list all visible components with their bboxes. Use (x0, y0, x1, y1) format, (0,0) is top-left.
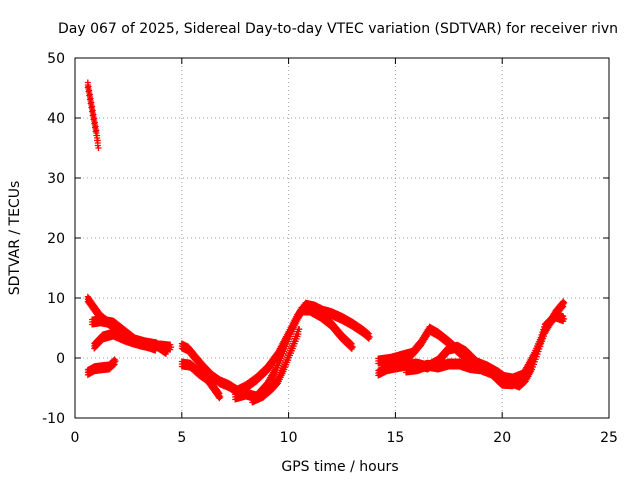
y-tick-label: -10 (42, 411, 65, 427)
data-point-markers (232, 304, 356, 403)
y-tick-label: 20 (47, 231, 65, 247)
y-tick-label: 40 (47, 111, 65, 127)
x-tick-label: 10 (280, 430, 298, 446)
series-arc-early-lower (91, 328, 160, 354)
x-tick-label: 15 (386, 430, 404, 446)
data-point-markers (375, 298, 568, 391)
x-tick-label: 5 (177, 430, 186, 446)
x-axis-label: GPS time / hours (281, 459, 398, 475)
x-tick-label: 20 (493, 430, 511, 446)
series-arc-afternoon-b (375, 298, 568, 391)
y-tick-label: 30 (47, 171, 65, 187)
series-arc-early-high (84, 79, 102, 151)
axis-ticks: 0 5 10 15 20 25 -10 0 10 20 30 40 50 (42, 51, 618, 446)
data-point-markers (91, 328, 160, 354)
chart-title: Day 067 of 2025, Sidereal Day-to-day VTE… (58, 21, 618, 37)
series-arc-morning-b (178, 358, 224, 402)
x-tick-label: 0 (71, 430, 80, 446)
data-point-markers (249, 326, 303, 406)
data-point-markers (84, 79, 102, 151)
y-tick-label: 0 (56, 351, 65, 367)
series-arc-afternoon-c (403, 358, 523, 390)
x-tick-label: 25 (600, 430, 618, 446)
series-arc-morning-c (232, 304, 356, 403)
y-axis-label: SDTVAR / TECUs (7, 181, 23, 296)
series-arc-early-negative (84, 356, 119, 378)
y-tick-label: 50 (47, 51, 65, 67)
data-point-markers (84, 356, 119, 378)
data-point-markers (403, 358, 523, 390)
data-point-markers (178, 358, 224, 402)
grid-lines (75, 58, 609, 418)
series-arc-morning-d (249, 326, 303, 406)
y-tick-label: 10 (47, 291, 65, 307)
data-points (84, 79, 568, 406)
